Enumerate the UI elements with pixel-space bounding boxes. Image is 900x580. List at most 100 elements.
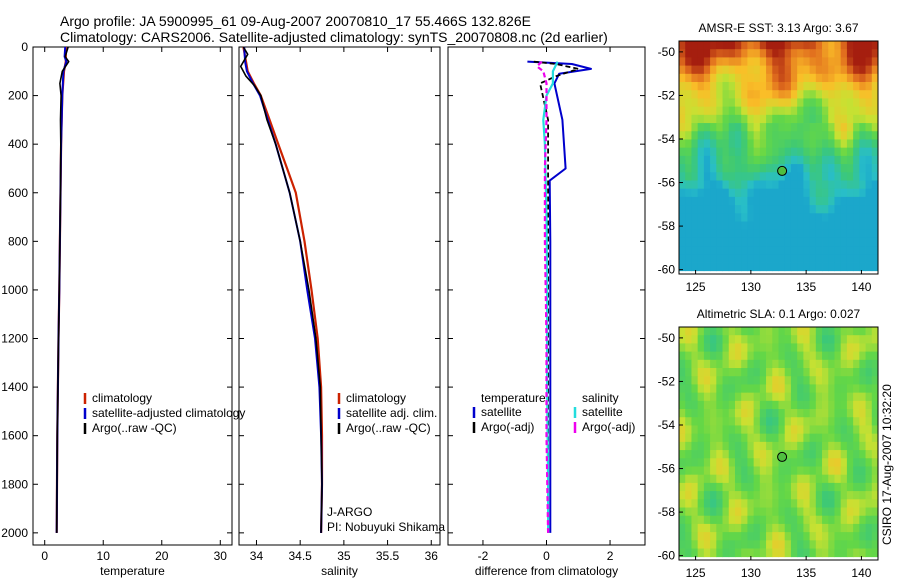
map-cell	[728, 359, 736, 369]
map-cell	[747, 98, 755, 108]
map-cell	[822, 466, 829, 476]
map-cell	[766, 246, 773, 255]
map-cell	[703, 515, 711, 525]
map-cell	[871, 114, 879, 124]
map-cell	[834, 49, 842, 58]
map-cell	[710, 384, 717, 394]
map-cell	[747, 458, 755, 467]
map-cell	[766, 262, 773, 272]
y-tick-label: 600	[8, 186, 28, 200]
map-cell	[716, 368, 723, 377]
map-cell	[809, 351, 817, 361]
map-cell	[834, 106, 842, 116]
map-cell	[753, 433, 761, 443]
map-cell	[790, 98, 798, 108]
map-cell	[697, 188, 705, 198]
map-cell	[828, 417, 835, 426]
map-cell	[691, 180, 699, 190]
map-cell	[822, 335, 829, 344]
map-cell	[846, 49, 854, 58]
map-cell	[734, 147, 742, 157]
map-cell	[759, 213, 767, 222]
map-cell	[784, 98, 792, 108]
map-cell	[790, 147, 798, 157]
map-cell	[722, 49, 730, 58]
map-cell	[784, 123, 792, 132]
map-cell	[772, 131, 779, 140]
map-cell	[703, 417, 711, 426]
map-cell	[747, 466, 755, 476]
map-cell	[846, 131, 854, 140]
legend-title: temperature	[481, 391, 546, 405]
map-cell	[747, 49, 755, 58]
map-cell	[871, 188, 879, 198]
map-cell	[859, 548, 866, 558]
map-cell	[797, 368, 804, 377]
map-cell	[716, 466, 723, 476]
map-cell	[853, 196, 860, 206]
map-cell	[809, 359, 817, 369]
map-cell	[853, 213, 860, 222]
map-cell	[853, 147, 860, 157]
map-cell	[840, 114, 848, 124]
map-cell	[784, 458, 792, 467]
map-cell	[759, 532, 767, 541]
legend-label: satellite	[481, 405, 522, 419]
map-cell	[871, 351, 879, 361]
map-cell	[871, 106, 879, 116]
map-cell	[728, 139, 736, 149]
map-cell	[728, 351, 736, 361]
map-cell	[703, 474, 711, 484]
map-cell	[710, 523, 717, 533]
map-cell	[697, 254, 705, 263]
map-cell	[734, 205, 742, 214]
map-cell	[853, 188, 860, 198]
map-cell	[853, 499, 860, 508]
map-cell	[766, 82, 773, 91]
map-cell	[778, 123, 786, 132]
map-cell	[728, 532, 736, 541]
map-cell	[778, 376, 786, 385]
map-cell	[853, 368, 860, 377]
map-cell	[691, 474, 699, 484]
map-cell	[722, 205, 730, 214]
map-cell	[853, 114, 860, 124]
map-cell	[784, 237, 792, 247]
map-cell	[728, 41, 736, 50]
map-cell	[728, 343, 736, 353]
map-cell	[865, 540, 873, 549]
map-cell	[846, 123, 854, 132]
map-cell	[828, 523, 835, 533]
map-cell	[716, 254, 723, 263]
map-cell	[741, 491, 748, 500]
map-cell	[766, 57, 773, 67]
map-cell	[797, 351, 804, 361]
map-cell	[710, 482, 717, 492]
map-cell	[871, 229, 879, 239]
map-cell	[815, 548, 823, 558]
y-tick-label: -50	[658, 331, 676, 345]
map-cell	[716, 507, 723, 517]
map-cell	[846, 409, 854, 418]
map-cell	[871, 147, 879, 157]
map-cell	[846, 254, 854, 263]
map-cell	[871, 262, 879, 272]
map-cell	[734, 123, 742, 132]
map-cell	[784, 482, 792, 492]
map-cell	[859, 491, 866, 500]
map-cell	[691, 441, 699, 451]
map-cell	[753, 65, 761, 75]
map-cell	[710, 262, 717, 272]
map-cell	[822, 491, 829, 500]
map-cell	[679, 335, 686, 344]
map-cell	[859, 409, 866, 418]
map-cell	[822, 392, 829, 402]
map-cell	[834, 164, 842, 173]
map-cell	[809, 327, 817, 336]
map-cell	[853, 155, 860, 165]
legend-label: Argo(..raw -QC)	[92, 421, 177, 435]
map-cell	[797, 482, 804, 492]
map-cell	[815, 327, 823, 336]
map-cell	[822, 164, 829, 173]
map-cell	[728, 114, 736, 124]
